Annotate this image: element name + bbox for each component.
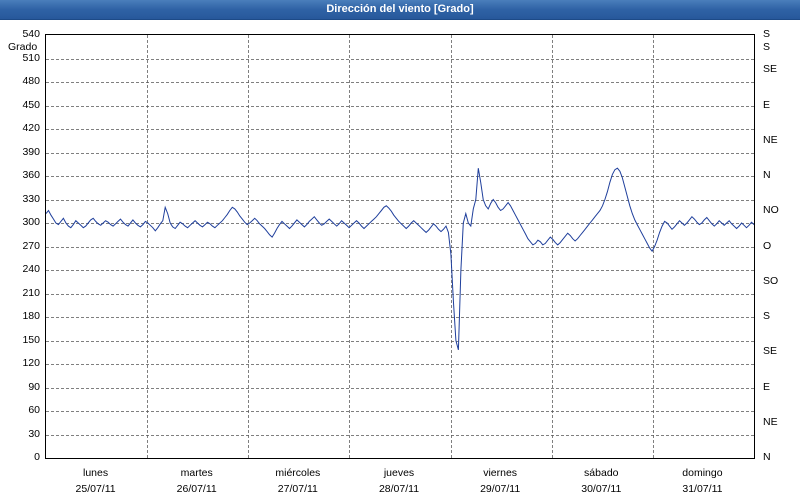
y-axis-tick-label: 270	[22, 239, 40, 252]
grid-line-h	[46, 152, 754, 154]
x-axis-date-label: 29/07/11	[480, 483, 521, 495]
y-axis-tick-label: 30	[28, 427, 40, 440]
y-axis-tick-label: 450	[22, 98, 40, 111]
grid-line-h	[46, 176, 754, 177]
grid-line-h	[46, 340, 754, 342]
y-axis-right-tick-label: E	[763, 98, 771, 111]
grid-line-v	[248, 35, 249, 458]
series-path	[46, 167, 754, 351]
y-axis-right-tick-label: N	[763, 451, 771, 463]
y-axis-right-tick-label: S	[763, 28, 771, 40]
x-axis-date-label: 31/07/11	[682, 483, 723, 495]
grid-line-h	[46, 434, 754, 436]
x-axis-day-label: sábado	[584, 467, 619, 479]
x-axis-date-label: 30/07/11	[581, 483, 622, 495]
grid-line-v	[451, 35, 452, 458]
grid-line-h	[46, 105, 754, 107]
y-axis-right-tick-label: SE	[763, 63, 778, 76]
x-axis-day-label: domingo	[682, 467, 723, 479]
y-axis-tick-label: 0	[34, 451, 40, 463]
x-axis-date-label: 26/07/11	[176, 483, 217, 495]
grid-line-h	[46, 270, 754, 271]
y-axis-right-tick-label: N	[763, 169, 771, 181]
y-axis-tick-label: 120	[22, 357, 40, 369]
y-axis-tick-label: 420	[22, 122, 40, 134]
y-axis-right-tick-label: NE	[763, 415, 778, 428]
x-axis-date-label: 27/07/11	[277, 483, 318, 495]
x-axis-day-label: jueves	[383, 467, 415, 479]
y-axis-right-tick-label: E	[763, 380, 771, 393]
grid-line-h	[46, 223, 754, 224]
grid-line-h	[46, 246, 754, 248]
y-axis-tick-label: 360	[22, 169, 40, 181]
x-axis-day-label: miércoles	[275, 467, 321, 479]
x-axis-day-label: martes	[180, 467, 213, 479]
y-axis-tick-label: 180	[22, 310, 40, 322]
y-axis-right-tick-label: SO	[763, 274, 779, 287]
grid-line-h	[46, 58, 754, 60]
grid-line-h	[46, 411, 754, 412]
window-title-bar: Dirección del viento [Grado]	[0, 0, 800, 20]
wind-direction-line	[46, 167, 754, 351]
y-axis-tick-label: 210	[22, 286, 40, 299]
grid-line-h	[46, 387, 754, 389]
y-axis-tick-label: 60	[28, 404, 40, 416]
y-axis-right-tick-label: NO	[763, 204, 779, 217]
x-axis-date-label: 25/07/11	[75, 483, 116, 495]
grid-line-h	[46, 199, 754, 201]
grid-line-h	[46, 317, 754, 318]
x-axis-day-label: lunes	[83, 467, 109, 479]
grid-line-h	[46, 129, 754, 130]
grid-line-h	[46, 82, 754, 83]
y-axis-tick-label: 90	[28, 380, 40, 393]
y-axis-right-tick-label: NE	[763, 133, 778, 146]
y-axis-right-top-label: S	[763, 41, 771, 53]
grid-line-v	[653, 35, 654, 458]
y-axis-tick-label: 330	[22, 192, 40, 205]
y-axis-tick-label: 150	[22, 333, 40, 346]
y-axis-tick-label: 300	[22, 216, 40, 228]
grid-line-h	[46, 293, 754, 295]
plot-area	[45, 34, 755, 459]
window-title: Dirección del viento [Grado]	[326, 3, 474, 15]
grid-line-h	[46, 364, 754, 365]
grid-line-v	[147, 35, 148, 458]
y-axis-tick-label: 240	[22, 263, 40, 275]
y-axis-tick-label: 390	[22, 145, 40, 158]
y-axis-right-tick-label: S	[763, 310, 771, 322]
x-axis-date-label: 28/07/11	[378, 483, 420, 495]
grid-line-v	[552, 35, 553, 458]
y-axis-unit-label: Grado	[8, 41, 38, 53]
y-axis-right-tick-label: O	[763, 239, 772, 252]
y-axis-tick-label: 510	[22, 51, 40, 64]
y-axis-tick-label: 480	[22, 75, 40, 87]
grid-line-v	[349, 35, 350, 458]
x-axis-day-label: viernes	[483, 467, 518, 479]
y-axis-right-tick-label: SE	[763, 345, 778, 358]
y-axis-tick-label: 540	[22, 28, 40, 40]
